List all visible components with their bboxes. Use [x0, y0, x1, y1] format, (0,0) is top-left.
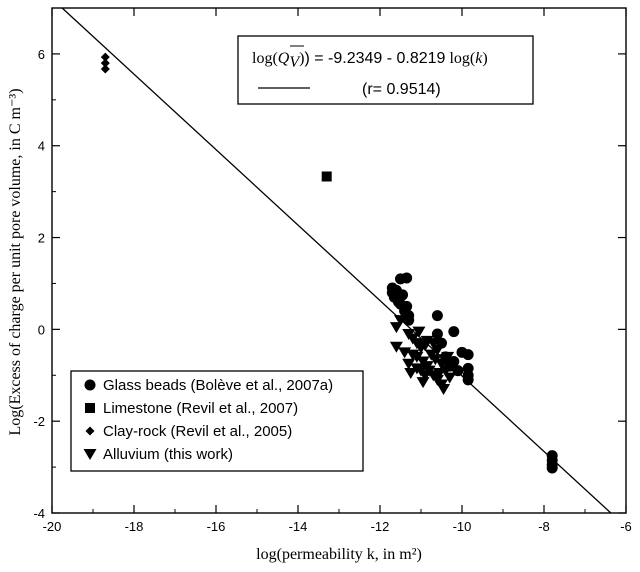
equation-box-frame	[237, 35, 534, 105]
legend-frame	[70, 370, 364, 472]
data-point-circle	[462, 374, 474, 386]
data-point-triangle-down	[412, 326, 426, 338]
data-point-triangle-down	[443, 372, 457, 384]
fit-line	[61, 7, 612, 514]
data-point-circle	[440, 351, 452, 363]
data-point-triangle-down	[406, 349, 420, 361]
data-point-circle	[436, 337, 447, 349]
data-point-triangle-down	[404, 367, 418, 379]
legend-marker-triangle-down	[83, 449, 97, 460]
data-point-circle	[546, 462, 558, 474]
legend-label: Alluvium (this work)	[103, 446, 233, 463]
x-tick-label: -6	[620, 519, 632, 534]
y-tick-label: 6	[38, 47, 45, 62]
equation-lhs: log(	[252, 50, 278, 67]
data-points	[100, 52, 558, 474]
data-point-diamond	[100, 64, 110, 74]
legend-items: Glass beads (Bolève et al., 2007a) Limest…	[83, 377, 333, 463]
y-tick-label: -4	[33, 506, 45, 521]
data-point-triangle-down	[416, 377, 430, 389]
legend-marker-square	[85, 403, 95, 413]
y-tick-label: 0	[38, 322, 45, 337]
equation-r-label: (r= 0.9514)	[362, 81, 441, 98]
y-axis-title: Log(Excess of charge per unit pore volum…	[7, 88, 24, 435]
equation-box: log(QV)) = -9.2349 - 0.8219 log(k) (r= 0.…	[237, 35, 534, 105]
data-point-circle	[448, 356, 460, 367]
x-axis-title: log(permeability k, in m²)	[256, 546, 422, 563]
data-point-circle	[431, 328, 443, 340]
y-tick-label: -2	[33, 414, 45, 429]
data-point-diamond	[100, 58, 110, 68]
x-tick-label: -20	[43, 519, 62, 534]
legend-label: Limestone (Revil et al., 2007)	[103, 400, 298, 417]
data-point-triangle-down	[402, 358, 416, 370]
data-point-triangle-down	[389, 341, 403, 353]
legend-marker-diamond	[85, 426, 95, 436]
x-tick-label: -18	[125, 519, 144, 534]
fit-line-layer	[61, 7, 612, 514]
equation-logk: log(	[449, 50, 475, 67]
x-tick-label: -10	[453, 519, 472, 534]
data-point-circle	[401, 272, 413, 284]
equation-sub: V	[289, 54, 301, 71]
x-tick-label: -12	[371, 519, 390, 534]
data-point-circle	[431, 310, 443, 322]
x-tick-label: -14	[289, 519, 308, 534]
data-point-circle	[448, 326, 460, 338]
x-tick-label: -16	[207, 519, 226, 534]
data-point-circle	[452, 365, 464, 377]
equation-q: Q	[278, 50, 290, 67]
data-point-triangle-down	[432, 367, 446, 379]
data-point-triangle-down	[414, 365, 428, 377]
data-point-triangle-down	[428, 354, 442, 366]
data-point-circle	[401, 300, 413, 312]
data-point-diamond	[100, 52, 110, 62]
y-axis-ticks: -4 -2 0 2 4 6	[33, 47, 626, 521]
legend: Glass beads (Bolève et al., 2007a) Limest…	[70, 370, 364, 472]
equation-k: k	[475, 50, 483, 67]
data-point-square	[321, 171, 332, 182]
data-point-triangle-down	[437, 384, 451, 396]
legend-marker-circle	[84, 379, 96, 391]
y-tick-label: 4	[38, 139, 45, 154]
equation-text: log(QV)) = -9.2349 - 0.8219 log(k)	[252, 50, 488, 71]
equation-rhs: ) = -9.2349 - 0.8219	[304, 50, 445, 67]
legend-label: Glass beads (Bolève et al., 2007a)	[103, 377, 333, 394]
data-point-triangle-down	[389, 322, 403, 334]
y-tick-label: 2	[38, 231, 45, 246]
legend-label: Clay-rock (Revil et al., 2005)	[103, 423, 292, 440]
equation-close-k: )	[482, 50, 487, 67]
data-point-circle	[403, 314, 415, 326]
x-tick-label: -8	[538, 519, 550, 534]
equation-close-q: )	[299, 50, 304, 67]
data-point-circle	[397, 289, 409, 301]
data-point-circle	[462, 349, 474, 361]
x-axis-ticks: -20 -18 -16 -14 -12 -10 -8 -6	[43, 8, 632, 534]
